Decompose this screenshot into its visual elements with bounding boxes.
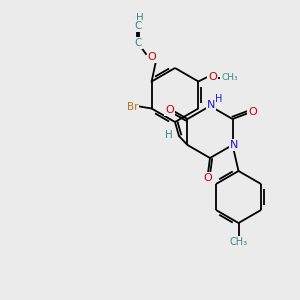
Text: C: C [134,21,142,31]
Text: O: O [248,107,257,117]
Text: O: O [208,73,217,82]
Text: N: N [230,140,239,150]
Text: H: H [136,13,144,23]
Text: Br: Br [127,101,138,112]
Text: H: H [215,94,223,104]
Text: C: C [134,38,142,48]
Text: CH₃: CH₃ [230,237,247,247]
Text: CH₃: CH₃ [221,73,238,82]
Text: N: N [207,100,215,110]
Text: O: O [165,105,174,115]
Text: O: O [204,173,212,183]
Text: O: O [148,52,156,62]
Text: H: H [165,130,173,140]
